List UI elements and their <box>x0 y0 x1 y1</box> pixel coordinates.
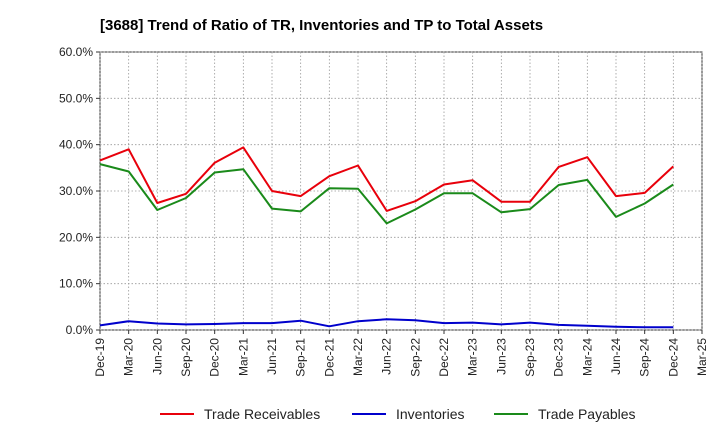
y-tick-label: 0.0% <box>66 323 94 337</box>
x-tick-label: Dec-23 <box>552 338 566 377</box>
x-tick-label: Sep-21 <box>294 338 308 377</box>
y-tick-label: 40.0% <box>59 138 93 152</box>
legend-label: Trade Payables <box>538 406 636 422</box>
x-tick-label: Sep-22 <box>408 338 422 377</box>
x-tick-label: Sep-24 <box>638 338 652 377</box>
x-tick-label: Mar-20 <box>122 338 136 376</box>
y-tick-label: 60.0% <box>59 45 93 59</box>
x-tick-label: Dec-24 <box>666 338 680 377</box>
x-tick-label: Sep-20 <box>179 338 193 377</box>
x-tick-label: Mar-25 <box>695 338 709 376</box>
x-tick-label: Dec-20 <box>208 338 222 377</box>
x-tick-label: Dec-19 <box>93 338 107 377</box>
x-tick-label: Jun-21 <box>265 338 279 375</box>
y-axis: 0.0% 10.0% 20.0% 30.0% 40.0% 50.0% 60.0% <box>59 45 100 337</box>
x-tick-label: Mar-22 <box>351 338 365 376</box>
x-tick-label: Jun-23 <box>494 338 508 375</box>
series-line-trade-payables <box>99 163 674 225</box>
y-tick-label: 50.0% <box>59 91 93 105</box>
x-tick-label: Jun-20 <box>150 338 164 375</box>
x-tick-label: Dec-21 <box>322 338 336 377</box>
x-tick-label: Jun-24 <box>609 338 623 375</box>
chart-title: [3688] Trend of Ratio of TR, Inventories… <box>100 17 543 34</box>
x-tick-label: Jun-22 <box>380 338 394 375</box>
legend-label: Trade Receivables <box>204 406 320 422</box>
x-tick-label: Mar-23 <box>466 338 480 376</box>
series-line-inventories <box>99 318 674 329</box>
y-tick-label: 10.0% <box>59 277 93 291</box>
series-group <box>99 146 674 329</box>
legend-label: Inventories <box>396 406 464 422</box>
grid <box>99 51 703 331</box>
legend: Trade Receivables Inventories Trade Payabl… <box>160 406 636 422</box>
y-tick-label: 20.0% <box>59 230 93 244</box>
x-tick-label: Mar-24 <box>580 338 594 376</box>
x-tick-label: Dec-22 <box>437 338 451 377</box>
x-axis: Dec-19 Mar-20 Jun-20 Sep-20 Dec-20 Mar-21 Jun-… <box>93 330 709 377</box>
x-tick-label: Sep-23 <box>523 338 537 377</box>
series-line-trade-receivables <box>99 146 674 212</box>
y-tick-label: 30.0% <box>59 184 93 198</box>
x-tick-label: Mar-21 <box>236 338 250 376</box>
